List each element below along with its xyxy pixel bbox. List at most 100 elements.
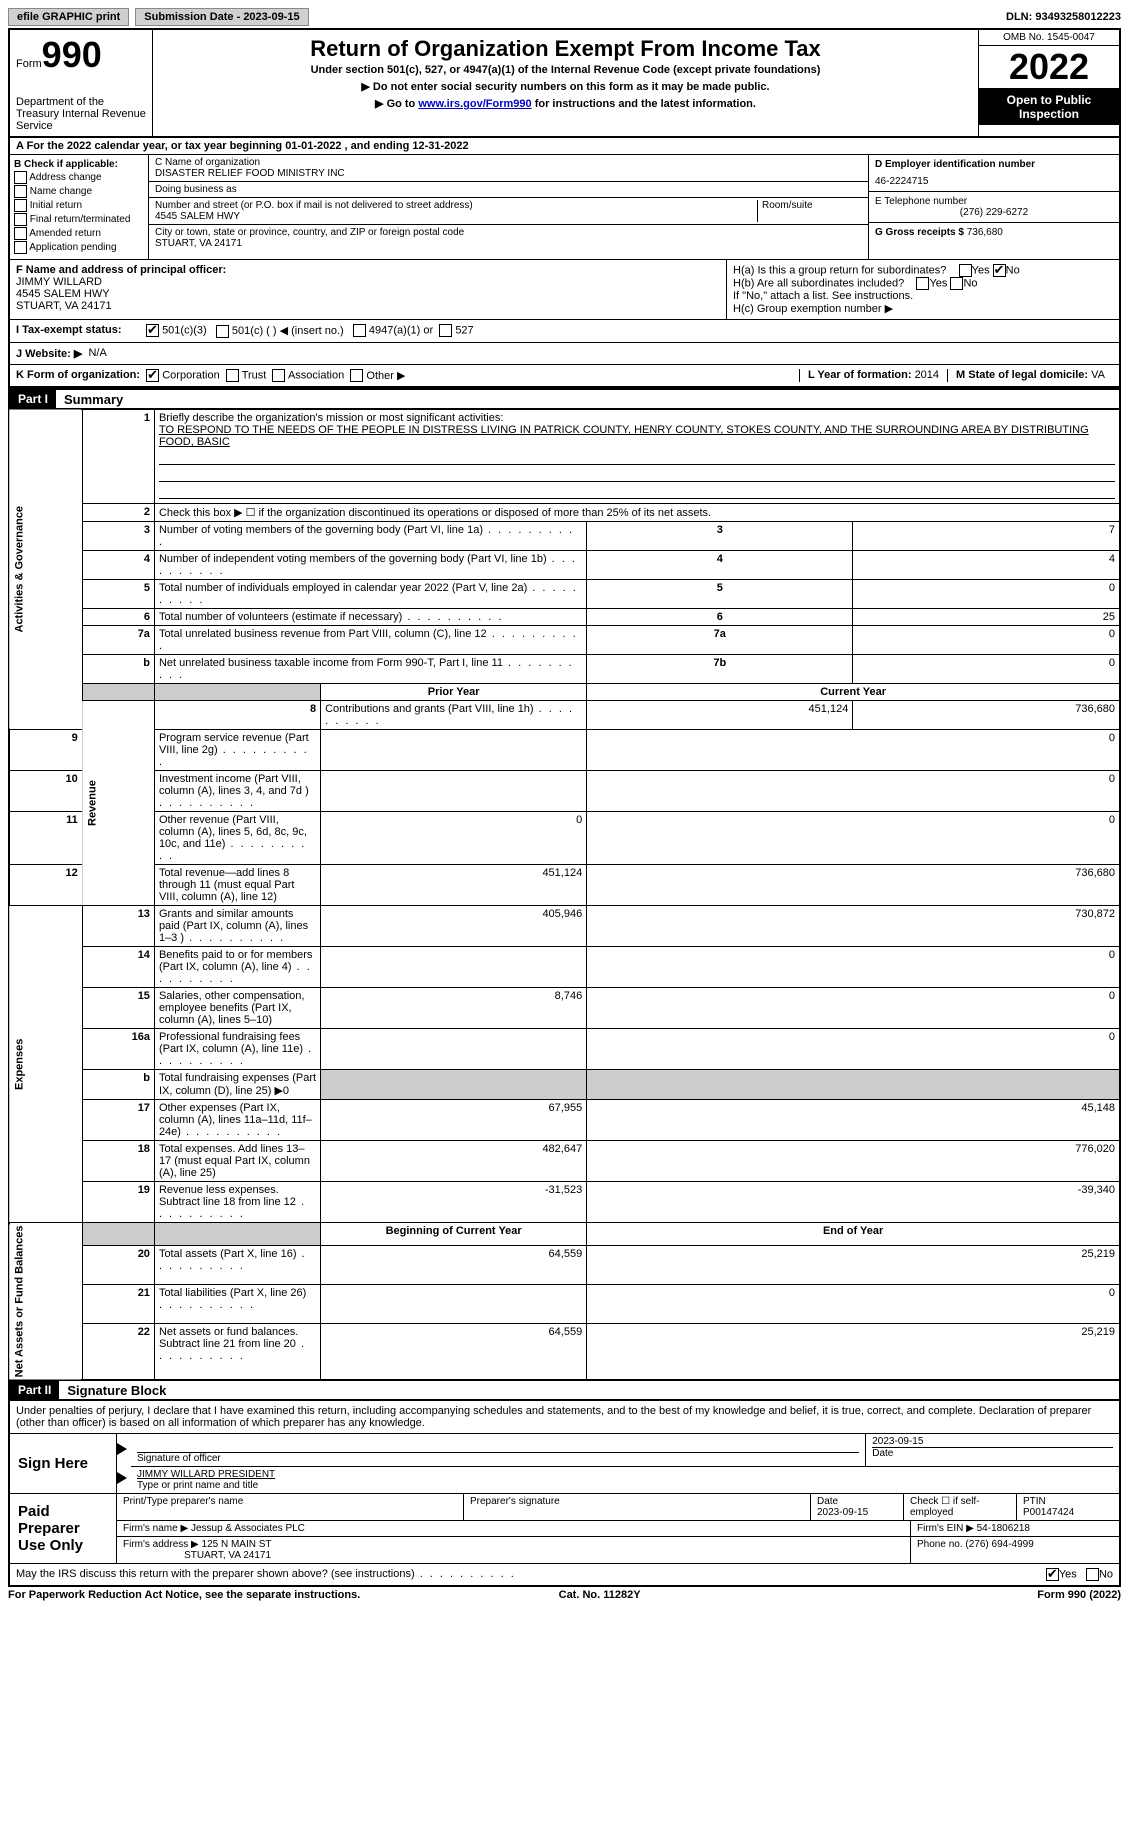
h-b: H(b) Are all subordinates included? Yes …	[733, 277, 1113, 290]
self-employed-check[interactable]: Check ☐ if self-employed	[904, 1494, 1017, 1520]
line-2-num: 2	[82, 504, 154, 522]
part1-header: Part I	[10, 390, 56, 408]
current-year-hdr: Current Year	[587, 684, 1120, 701]
cb-other[interactable]: Other ▶	[350, 369, 405, 383]
firm-ein: 54-1806218	[977, 1523, 1030, 1534]
entity-block: B Check if applicable: Address change Na…	[8, 155, 1121, 260]
cb-initial-return[interactable]: Initial return	[14, 199, 144, 212]
cb-name-change[interactable]: Name change	[14, 185, 144, 198]
j-label: J Website: ▶	[16, 347, 82, 360]
dba-label: Doing business as	[155, 184, 862, 195]
paid-preparer-label: Paid Preparer Use Only	[10, 1494, 116, 1563]
note-post: for instructions and the latest informat…	[532, 98, 756, 110]
officer-signature[interactable]	[137, 1436, 859, 1452]
cb-501c[interactable]: 501(c) ( ) ◀ (insert no.)	[216, 324, 344, 338]
k-label: K Form of organization:	[16, 369, 140, 383]
prep-date-label: Date	[817, 1496, 838, 1507]
row-a-period: A For the 2022 calendar year, or tax yea…	[8, 138, 1121, 155]
city-value: STUART, VA 24171	[155, 238, 862, 249]
row-fgh: F Name and address of principal officer:…	[8, 260, 1121, 320]
cb-527[interactable]: 527	[439, 324, 473, 338]
arrow-icon	[117, 1472, 127, 1484]
prep-name-label: Print/Type preparer's name	[117, 1494, 464, 1520]
form-subtitle: Under section 501(c), 527, or 4947(a)(1)…	[161, 64, 970, 76]
room-label: Room/suite	[757, 200, 862, 222]
ein-label: D Employer identification number	[875, 159, 1113, 170]
c-name-label: C Name of organization	[155, 157, 862, 168]
m-state: M State of legal domicile: VA	[947, 369, 1113, 383]
b-header: B Check if applicable:	[14, 159, 144, 170]
firm-phone-label: Phone no.	[917, 1539, 963, 1550]
cb-amended[interactable]: Amended return	[14, 227, 144, 240]
cb-corp[interactable]: Corporation	[146, 369, 220, 383]
irs-link[interactable]: www.irs.gov/Form990	[418, 98, 531, 110]
part2-header: Part II	[10, 1381, 59, 1399]
type-name-label: Type or print name and title	[137, 1480, 1113, 1491]
footer-left: For Paperwork Reduction Act Notice, see …	[8, 1589, 360, 1601]
website-value: N/A	[88, 347, 106, 360]
firm-addr2: STUART, VA 24171	[184, 1550, 271, 1561]
row-klm: K Form of organization: Corporation Trus…	[8, 365, 1121, 389]
ptin-value: P00147424	[1023, 1507, 1074, 1518]
form-no: 990	[42, 34, 102, 75]
col-b-checkboxes: B Check if applicable: Address change Na…	[10, 155, 148, 259]
side-expenses: Expenses	[9, 906, 82, 1223]
line1-label: Briefly describe the organization's miss…	[159, 412, 503, 424]
dln: DLN: 93493258012223	[1006, 11, 1121, 23]
prep-sig-label: Preparer's signature	[464, 1494, 811, 1520]
part1-bar: Part I Summary	[8, 388, 1121, 408]
side-revenue: Revenue	[82, 701, 154, 906]
footer: For Paperwork Reduction Act Notice, see …	[8, 1587, 1121, 1603]
discuss-text: May the IRS discuss this return with the…	[16, 1568, 415, 1580]
gov-row-4: 4Number of independent voting members of…	[9, 551, 1120, 580]
ein-value: 46-2224715	[875, 176, 1113, 187]
i-label: I Tax-exempt status:	[16, 324, 146, 338]
discuss-answer[interactable]: Yes No	[1046, 1568, 1113, 1581]
officer-name: JIMMY WILLARD	[16, 276, 720, 288]
cb-assoc[interactable]: Association	[272, 369, 344, 383]
note-ssn: ▶ Do not enter social security numbers o…	[161, 80, 970, 93]
part1-title: Summary	[56, 392, 123, 407]
f-label: F Name and address of principal officer:	[16, 264, 720, 276]
summary-table: Activities & Governance 1 Briefly descri…	[8, 408, 1121, 1381]
prep-date: 2023-09-15	[817, 1507, 868, 1518]
tax-year: 2022	[979, 46, 1119, 89]
open-inspection: Open to Public Inspection	[979, 89, 1119, 125]
cb-trust[interactable]: Trust	[226, 369, 267, 383]
h-b-note: If "No," attach a list. See instructions…	[733, 290, 1113, 302]
gross-value: 736,680	[967, 227, 1003, 238]
firm-addr-label: Firm's address ▶	[123, 1539, 199, 1550]
penalty-text: Under penalties of perjury, I declare th…	[10, 1401, 1119, 1433]
signature-block: Under penalties of perjury, I declare th…	[8, 1399, 1121, 1587]
arrow-icon	[117, 1443, 127, 1455]
firm-addr1: 125 N MAIN ST	[202, 1539, 272, 1550]
col-c-org: C Name of organization DISASTER RELIEF F…	[148, 155, 869, 259]
prior-year-hdr: Prior Year	[321, 684, 587, 701]
line2-text: Check this box ▶ ☐ if the organization d…	[154, 504, 1120, 522]
mission-blank-1	[159, 450, 1115, 465]
firm-name: Jessup & Associates PLC	[191, 1523, 305, 1534]
note-link: ▶ Go to www.irs.gov/Form990 for instruct…	[161, 97, 970, 110]
date-label: Date	[872, 1447, 1113, 1459]
phone-value: (276) 229-6272	[875, 207, 1113, 218]
omb-number: OMB No. 1545-0047	[979, 30, 1119, 46]
l-year: L Year of formation: 2014	[799, 369, 947, 383]
h-a: H(a) Is this a group return for subordin…	[733, 264, 1113, 277]
org-name: DISASTER RELIEF FOOD MINISTRY INC	[155, 168, 862, 179]
efile-button[interactable]: efile GRAPHIC print	[8, 8, 129, 26]
cb-app-pending[interactable]: Application pending	[14, 241, 144, 254]
rev-header-row: Prior Year Current Year	[9, 684, 1120, 701]
cb-501c3[interactable]: 501(c)(3)	[146, 324, 207, 338]
row-i-status: I Tax-exempt status: 501(c)(3) 501(c) ( …	[8, 320, 1121, 343]
gov-row-6: 6Total number of volunteers (estimate if…	[9, 609, 1120, 626]
gross-label: G Gross receipts $	[875, 227, 964, 238]
line-1-num: 1	[82, 409, 154, 504]
cb-final-return[interactable]: Final return/terminated	[14, 213, 144, 226]
officer-addr1: 4545 SALEM HWY	[16, 288, 720, 300]
officer-addr2: STUART, VA 24171	[16, 300, 720, 312]
beg-year-hdr: Beginning of Current Year	[321, 1223, 587, 1246]
ptin-label: PTIN	[1023, 1496, 1046, 1507]
cb-address-change[interactable]: Address change	[14, 171, 144, 184]
cb-4947[interactable]: 4947(a)(1) or	[353, 324, 433, 338]
footer-mid: Cat. No. 11282Y	[559, 1589, 641, 1601]
